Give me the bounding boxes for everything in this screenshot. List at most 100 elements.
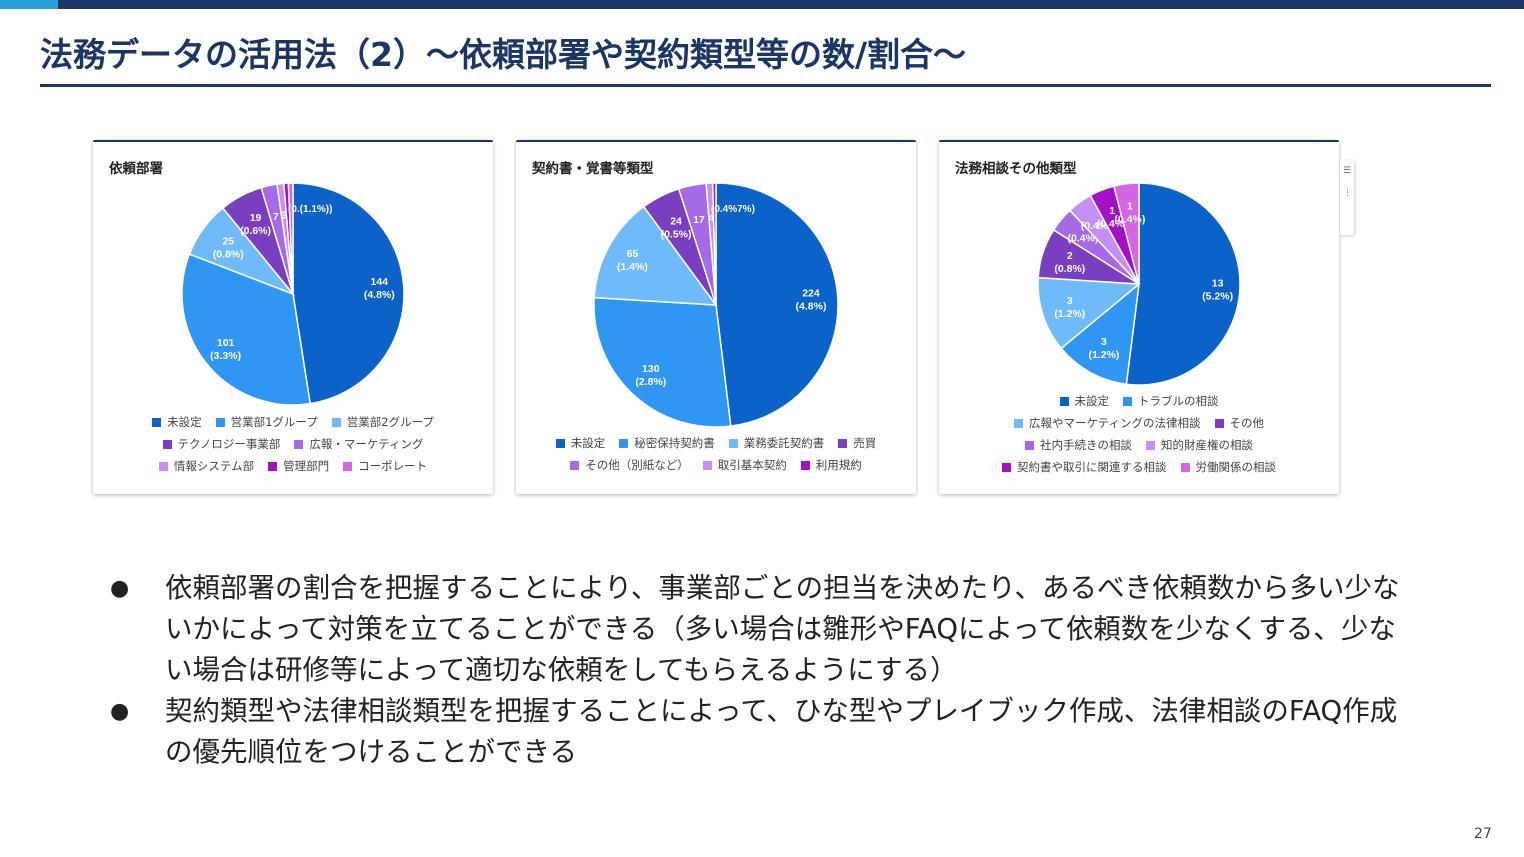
pie-data-label: (1.2%) (1054, 308, 1085, 320)
pie-slice (715, 182, 839, 427)
pie-data-label: 130 (642, 363, 660, 375)
legend-item[interactable]: 営業部2グループ (331, 414, 434, 430)
legend-item[interactable]: 利用規約 (800, 457, 862, 473)
legend-swatch (838, 438, 848, 448)
legend-label: 営業部1グループ (230, 415, 318, 429)
legend-item[interactable]: 契約書や取引に関連する相談 (1002, 459, 1167, 475)
legend-swatch (555, 438, 565, 448)
legend-swatch (294, 439, 304, 449)
bullet-dot-icon: ● (110, 576, 130, 601)
legend-swatch (619, 438, 629, 448)
legend-swatch (570, 460, 580, 470)
pie-data-label: 19 (250, 212, 262, 224)
pie-data-label: 2 (1067, 250, 1073, 262)
legend-item[interactable]: 未設定 (1059, 393, 1109, 409)
legend-item[interactable]: 売買 (838, 435, 876, 451)
pie-data-label: (0.8%) (1054, 263, 1085, 275)
legend-item[interactable]: 営業部1グループ (215, 414, 318, 430)
pie-slice (181, 253, 312, 406)
legend-swatch (800, 460, 810, 470)
legend-label: その他 (1229, 416, 1265, 430)
pie-chart-consultation-type: 13(5.2%)3(1.2%)3(1.2%)2(0.8%)(0.4%)(0.4%… (1037, 182, 1241, 386)
legend-item[interactable]: コーポレート (343, 458, 427, 474)
legend-item[interactable]: その他（別紙など） (570, 457, 689, 473)
legend-row: 未設定 営業部1グループ 営業部2グループ (93, 414, 493, 430)
legend-label: 利用規約 (815, 458, 862, 472)
legend-label: 未設定 (570, 436, 606, 450)
bullet-text: 依頼部署の割合を把握することにより、事業部ごとの担当を決めたり、あるべき依頼数か… (165, 572, 1400, 686)
pie-data-label: 24 (670, 215, 682, 227)
legend-item[interactable]: 未設定 (555, 435, 606, 451)
pie-overlap-label: (0.4%7%) (711, 204, 755, 215)
legend-swatch (728, 438, 738, 448)
chart-panel-contract-type: 契約書・覚書等類型 224 (4.8%) 130 (2.8%) 65 (1.4%) 24 (0… (516, 140, 916, 494)
legend-item[interactable]: 知的財産権の相談 (1146, 437, 1253, 453)
chart-panel-department: 依頼部署 144 (4.8%) 101 (3.3%) 25 (0.8%) 19 (0.6%) 7… (93, 140, 493, 494)
title-underline (40, 84, 1491, 87)
pie-data-label: (4.8%) (796, 301, 827, 313)
legend-swatch (1002, 462, 1011, 472)
chart-panel-consultation-type: 法務相談その他類型 13 (5.2%) 3 (1.2%) 3 (1.2%) 2 (0.8%)(… (939, 140, 1339, 494)
legend-label: 未設定 (167, 415, 202, 429)
legend-item[interactable]: トラブルの相談 (1123, 393, 1219, 409)
legend-swatch (1013, 418, 1023, 428)
pie-data-label: (0.4%) (1067, 233, 1098, 245)
pie-data-label: (5.2%) (1202, 290, 1233, 302)
pie-data-label: 25 (222, 236, 234, 248)
legend-swatch (268, 461, 278, 471)
pie-data-label: 7 (273, 211, 279, 223)
legend-row: 未設定 秘密保持契約書 業務委託契約書 売買 (516, 435, 916, 451)
legend-row: 契約書や取引に関連する相談 労働関係の相談 (939, 459, 1339, 475)
legend-item[interactable]: 労働関係の相談 (1180, 459, 1277, 475)
legend-label: 営業部2グループ (346, 415, 434, 429)
legend-item[interactable]: 管理部門 (268, 458, 329, 474)
legend-row: 未設定 トラブルの相談 (939, 393, 1339, 409)
pie-data-label: 65 (627, 248, 639, 260)
legend-label: 労働関係の相談 (1195, 460, 1277, 474)
top-bar (0, 0, 1524, 9)
legend-row: 広報やマーケティングの法律相談 その他 (939, 415, 1339, 431)
pie-data-label: (3.3%) (210, 350, 241, 362)
legend-item[interactable]: 未設定 (152, 414, 202, 430)
pie-data-label: (0.4%) (1114, 213, 1145, 225)
pie-data-label: (1.2%) (1088, 349, 1119, 361)
chart-legend: 未設定 トラブルの相談広報やマーケティングの法律相談 その他社内手続きの相談 知的財産… (939, 393, 1339, 481)
legend-label: 取引基本契約 (717, 458, 787, 472)
legend-label: 広報・マーケティング (309, 437, 424, 451)
chart-legend: 未設定 営業部1グループ 営業部2グループテクノロジー事業部 広報・マーケティング情報… (93, 414, 493, 480)
legend-item[interactable]: 広報やマーケティングの法律相談 (1013, 415, 1201, 431)
legend-item[interactable]: 取引基本契約 (702, 457, 787, 473)
legend-item[interactable]: 社内手続きの相談 (1025, 437, 1132, 453)
legend-label: 売買 (853, 436, 877, 450)
pie-data-label: (0.6%) (240, 225, 271, 237)
pie-data-label: (4.8%) (364, 289, 395, 301)
legend-item[interactable]: テクノロジー事業部 (162, 436, 280, 452)
legend-swatch (343, 461, 353, 471)
legend-label: 社内手続きの相談 (1040, 438, 1132, 452)
page-number: 27 (1474, 826, 1492, 842)
pie-slice (292, 182, 405, 405)
pie-data-label: (2.8%) (635, 376, 666, 388)
legend-swatch (158, 461, 168, 471)
legend-swatch (152, 417, 162, 427)
side-panel-tab[interactable]: ☰ ⋮ (1340, 160, 1354, 235)
pie-data-label: (0.4%) (1081, 220, 1112, 232)
legend-item[interactable]: 業務委託契約書 (728, 435, 824, 451)
legend-item[interactable]: 情報システム部 (158, 458, 254, 474)
bullet-text: 契約類型や法律相談類型を把握することによって、ひな型やプレイブック作成、法律相談… (165, 695, 1398, 768)
legend-swatch (1214, 418, 1224, 428)
legend-swatch (1146, 440, 1155, 450)
pie-data-label: 224 (802, 288, 820, 300)
pie-chart-department: 144(4.8%) 101(3.3%) 25(0.8%) 19(0.6%)7 3(0.(… (181, 182, 405, 406)
pie-slice (287, 182, 294, 295)
pie-data-label: 3 (1101, 336, 1107, 348)
side-tab-icon: ⋮ (1343, 188, 1352, 198)
legend-swatch (702, 460, 712, 470)
bullet-item: ● 依頼部署の割合を把握することにより、事業部ごとの担当を決めたり、あるべき依頼… (110, 568, 1410, 691)
legend-row: 情報システム部 管理部門 コーポレート (93, 458, 493, 474)
legend-item[interactable]: その他 (1214, 415, 1265, 431)
pie-data-label: 144 (371, 276, 389, 288)
pie-slice (593, 296, 732, 427)
legend-item[interactable]: 秘密保持契約書 (619, 435, 715, 451)
legend-item[interactable]: 広報・マーケティング (294, 436, 423, 452)
